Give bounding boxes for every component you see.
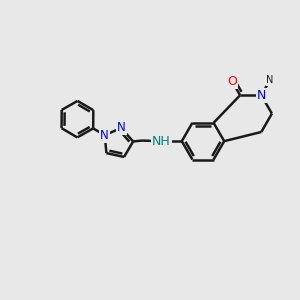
Text: N: N [256, 89, 266, 102]
Text: NH: NH [152, 135, 171, 148]
Text: O: O [227, 75, 237, 88]
Text: N: N [266, 75, 274, 85]
Text: O: O [227, 75, 237, 88]
Text: N: N [256, 89, 266, 102]
Text: N: N [117, 122, 126, 134]
Text: N: N [100, 129, 109, 142]
